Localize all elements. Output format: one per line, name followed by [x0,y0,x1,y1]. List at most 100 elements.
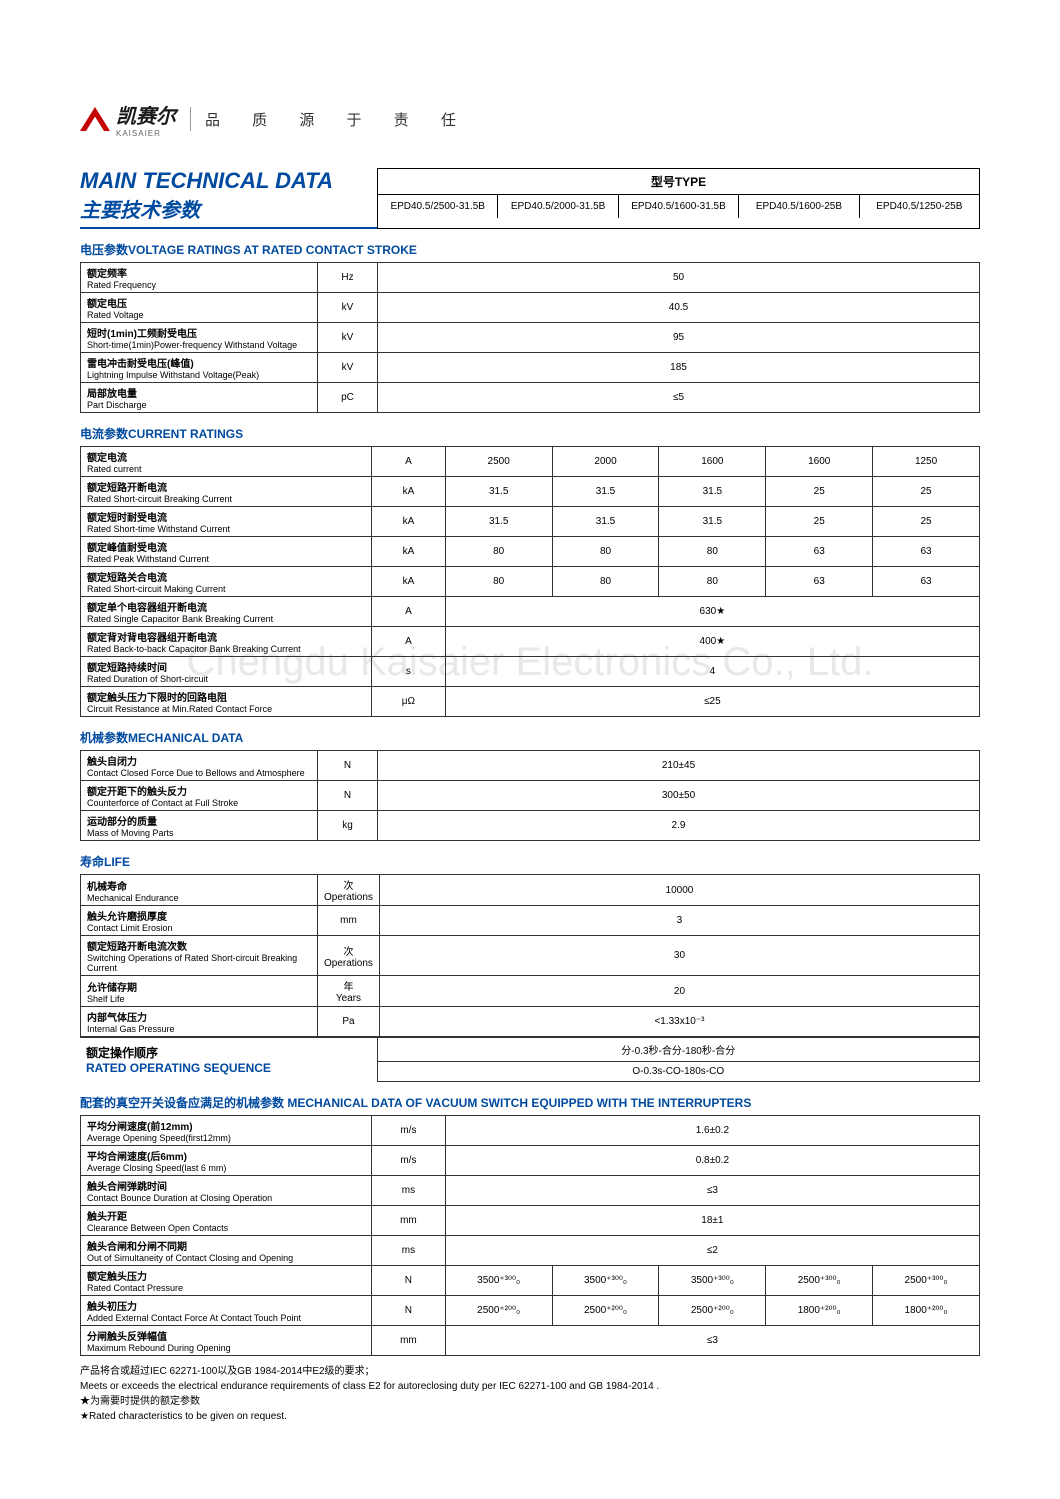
section-title: 寿命LIFE [80,853,980,870]
row-label: 触头允许磨损厚度Contact Limit Erosion [81,906,318,936]
row-value: <1.33x10⁻³ [379,1007,979,1037]
footnotes: 产品将合或超过IEC 62271-100以及GB 1984-2014中E2级的要… [80,1364,980,1424]
row-value: 80 [445,567,552,597]
table-row: 短时(1min)工频耐受电压Short-time(1min)Power-freq… [81,323,980,353]
table-row: 雷电冲击耐受电压(峰值)Lightning Impulse Withstand … [81,353,980,383]
row-label: 触头开距Clearance Between Open Contacts [81,1205,372,1235]
table-row: 额定短路开断电流次数Switching Operations of Rated … [81,936,980,976]
table-row: 触头合闸和分闸不同期Out of Simultaneity of Contact… [81,1235,980,1265]
row-label: 分闸触头反弹幅值Maximum Rebound During Opening [81,1325,372,1355]
page-header: 凯赛尔 KAISAIER 品 质 源 于 责 任 [80,100,980,138]
type-cells: EPD40.5/2500-31.5BEPD40.5/2000-31.5BEPD4… [378,195,979,218]
logo-mark [80,107,110,131]
row-value: 30 [379,936,979,976]
table-row: 触头自闭力Contact Closed Force Due to Bellows… [81,751,980,781]
row-unit: N [318,751,378,781]
row-value: 63 [766,537,873,567]
table-row: 触头允许磨损厚度Contact Limit Erosionmm3 [81,906,980,936]
table-row: 触头合闸弹跳时间Contact Bounce Duration at Closi… [81,1175,980,1205]
row-value: ≤3 [445,1325,979,1355]
table-row: 额定背对背电容器组开断电流Rated Back-to-back Capacito… [81,627,980,657]
row-unit: A [372,627,446,657]
row-unit: kV [318,293,378,323]
row-unit: kA [372,507,446,537]
row-value: 2500⁺²⁰⁰₀ [659,1295,766,1325]
row-label: 触头初压力Added External Contact Force At Con… [81,1295,372,1325]
row-value: 2500⁺³⁰⁰₀ [766,1265,873,1295]
table-row: 额定触头压力下限时的回路电阻Circuit Resistance at Min.… [81,687,980,717]
type-model: EPD40.5/2000-31.5B [498,195,618,218]
row-label: 额定电压Rated Voltage [81,293,318,323]
row-unit: ms [372,1235,446,1265]
row-value: 1800⁺²⁰⁰₀ [873,1295,980,1325]
row-value: 80 [445,537,552,567]
row-value: 80 [659,537,766,567]
row-value: 1600 [659,447,766,477]
title-cn: 主要技术参数 [80,194,377,223]
seq-label-en: RATED OPERATING SEQUENCE [86,1061,371,1075]
row-value: 10000 [379,875,979,906]
row-value: 63 [873,567,980,597]
row-value: 31.5 [445,507,552,537]
table-row: 额定短路关合电流Rated Short-circuit Making Curre… [81,567,980,597]
row-value: 80 [552,537,659,567]
seq-val-cn: 分-0.3秒-合分-180秒-合分 [377,1038,980,1062]
row-unit: kg [318,811,378,841]
row-value: 2500 [445,447,552,477]
row-unit: s [372,657,446,687]
section-title: 电流参数CURRENT RATINGS [80,425,980,442]
row-value: 25 [766,477,873,507]
row-label: 触头合闸弹跳时间Contact Bounce Duration at Closi… [81,1175,372,1205]
row-label: 雷电冲击耐受电压(峰值)Lightning Impulse Withstand … [81,353,318,383]
brand-en: KAISAIER [116,129,176,138]
table-row: 额定短路持续时间Rated Duration of Short-circuits… [81,657,980,687]
row-label: 平均合闸速度(后6mm)Average Closing Speed(last 6… [81,1145,372,1175]
row-value: 300±50 [378,781,980,811]
title-row: MAIN TECHNICAL DATA 主要技术参数 型号TYPE EPD40.… [80,168,980,229]
row-unit: N [372,1295,446,1325]
row-value: 63 [766,567,873,597]
type-model: EPD40.5/2500-31.5B [378,195,498,218]
data-table: 平均分闸速度(前12mm)Average Opening Speed(first… [80,1115,980,1356]
row-unit: kV [318,353,378,383]
table-row: 额定短路开断电流Rated Short-circuit Breaking Cur… [81,477,980,507]
row-unit: 次Operations [318,936,380,976]
table-row: 额定电流Rated currentA25002000160016001250 [81,447,980,477]
row-unit: Hz [318,263,378,293]
row-unit: kA [372,537,446,567]
row-label: 额定短时耐受电流Rated Short-time Withstand Curre… [81,507,372,537]
seq-label-cn: 额定操作顺序 [86,1044,371,1061]
title-en: MAIN TECHNICAL DATA [80,168,377,194]
row-value: 18±1 [445,1205,979,1235]
table-row: 分闸触头反弹幅值Maximum Rebound During Openingmm… [81,1325,980,1355]
row-value: 1.6±0.2 [445,1115,979,1145]
type-model: EPD40.5/1600-31.5B [619,195,739,218]
row-value: ≤2 [445,1235,979,1265]
row-label: 触头自闭力Contact Closed Force Due to Bellows… [81,751,318,781]
row-value: 3500⁺³⁰⁰₀ [659,1265,766,1295]
row-unit: mm [372,1325,446,1355]
row-value: 31.5 [659,507,766,537]
row-label: 额定频率Rated Frequency [81,263,318,293]
row-value: 2500⁺³⁰⁰₀ [873,1265,980,1295]
row-unit: m/s [372,1145,446,1175]
row-value: 1800⁺²⁰⁰₀ [766,1295,873,1325]
table-row: 额定开距下的触头反力Counterforce of Contact at Ful… [81,781,980,811]
row-label: 内部气体压力Internal Gas Pressure [81,1007,318,1037]
table-row: 触头开距Clearance Between Open Contactsmm18±… [81,1205,980,1235]
type-box: 型号TYPE EPD40.5/2500-31.5BEPD40.5/2000-31… [377,168,980,229]
type-header: 型号TYPE [378,169,979,195]
row-label: 触头合闸和分闸不同期Out of Simultaneity of Contact… [81,1235,372,1265]
table-row: 触头初压力Added External Contact Force At Con… [81,1295,980,1325]
row-value: 80 [659,567,766,597]
row-unit: kA [372,477,446,507]
row-unit: N [318,781,378,811]
row-value: 2500⁺²⁰⁰₀ [552,1295,659,1325]
row-value: 25 [873,507,980,537]
row-unit: ms [372,1175,446,1205]
row-value: 630★ [445,597,979,627]
row-value: 31.5 [552,507,659,537]
row-unit: Pa [318,1007,380,1037]
row-label: 平均分闸速度(前12mm)Average Opening Speed(first… [81,1115,372,1145]
row-label: 额定触头压力下限时的回路电阻Circuit Resistance at Min.… [81,687,372,717]
